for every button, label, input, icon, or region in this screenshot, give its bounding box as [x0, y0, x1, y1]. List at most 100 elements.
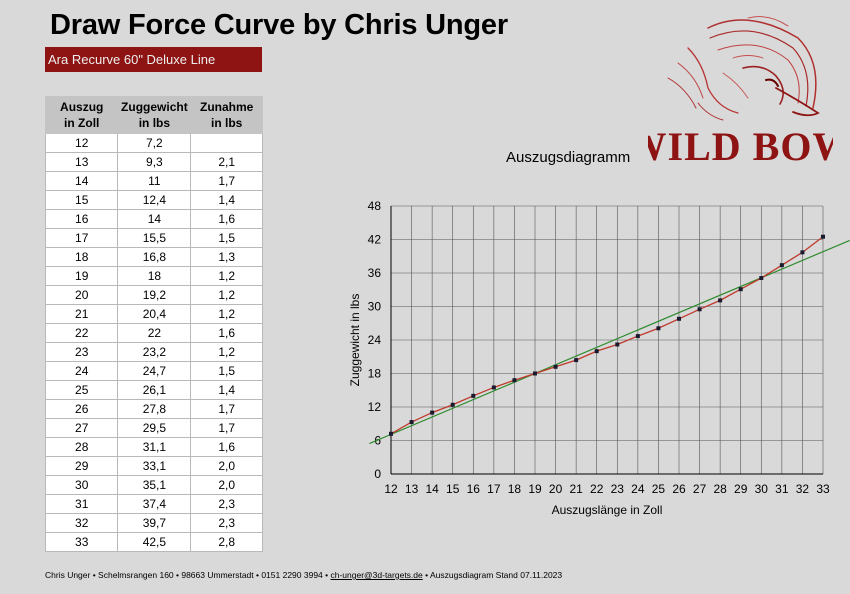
x-tick-label: 15: [446, 482, 460, 496]
x-tick-label: 33: [816, 482, 830, 496]
cell-increase: 1,6: [190, 323, 263, 343]
data-point: [779, 263, 784, 268]
cell-draw-length: 21: [44, 304, 119, 324]
cell-draw-length: 27: [44, 418, 119, 438]
cell-draw-weight: 14: [117, 209, 192, 229]
eagle-head-sketch: [667, 16, 820, 121]
cell-draw-length: 29: [44, 456, 119, 476]
x-tick-label: 12: [384, 482, 398, 496]
x-tick-label: 25: [652, 482, 666, 496]
table-row: 22 22 1,6: [44, 323, 263, 343]
cell-increase: 1,7: [190, 399, 263, 419]
data-point: [512, 378, 517, 383]
y-tick-label: 42: [368, 233, 382, 247]
cell-draw-length: 31: [44, 494, 119, 514]
table-row: 25 26,1 1,4: [44, 380, 263, 400]
cell-draw-length: 17: [44, 228, 119, 248]
table-row: 18 16,8 1,3: [44, 247, 263, 267]
cell-draw-length: 23: [44, 342, 119, 362]
cell-increase: 1,6: [190, 209, 263, 229]
x-tick-label: 20: [549, 482, 563, 496]
cell-increase: 1,4: [190, 380, 263, 400]
x-tick-label: 29: [734, 482, 748, 496]
y-tick-label: 12: [368, 400, 382, 414]
x-tick-label: 31: [775, 482, 789, 496]
cell-increase: 1,6: [190, 437, 263, 457]
data-point: [430, 410, 435, 415]
footer-contact: Chris Unger • Schelmsrangen 160 • 98663 …: [45, 570, 331, 580]
x-tick-label: 16: [467, 482, 481, 496]
cell-draw-weight: 20,4: [117, 304, 192, 324]
table-row: 23 23,2 1,2: [44, 342, 263, 362]
bow-model-banner: Ara Recurve 60" Deluxe Line: [45, 47, 262, 72]
cell-draw-length: 12: [44, 133, 119, 153]
y-tick-label: 30: [368, 300, 382, 314]
data-point: [635, 334, 640, 339]
cell-draw-weight: 23,2: [117, 342, 192, 362]
data-point: [677, 316, 681, 321]
x-tick-label: 28: [713, 482, 727, 496]
data-point: [821, 234, 825, 239]
table-row: 20 19,2 1,2: [44, 285, 263, 305]
cell-increase: 2,3: [190, 494, 263, 514]
x-tick-label: 21: [569, 482, 583, 496]
x-tick-label: 19: [528, 482, 542, 496]
cell-draw-weight: 37,4: [117, 494, 192, 514]
data-point: [718, 298, 723, 303]
data-point: [409, 420, 414, 425]
table-row: 24 24,7 1,5: [44, 361, 263, 381]
table-row: 26 27,8 1,7: [44, 399, 263, 419]
wild-bow-logo: WILD BOW: [648, 16, 833, 168]
header-increase: Zunahme in lbs: [190, 96, 263, 134]
table-row: 32 39,7 2,3: [44, 513, 263, 533]
x-tick-label: 23: [611, 482, 625, 496]
cell-draw-length: 19: [44, 266, 119, 286]
x-tick-label: 26: [672, 482, 686, 496]
logo-wordmark: WILD BOW: [648, 124, 833, 168]
footer-date: • Auszugsdiagram Stand 07.11.2023: [422, 570, 563, 580]
table-row: 33 42,5 2,8: [44, 532, 263, 552]
series-line: [390, 236, 824, 435]
table-row: 16 14 1,6: [44, 209, 263, 229]
cell-draw-length: 24: [44, 361, 119, 381]
x-tick-labels: 12 13 14 15 16 17 18 19 20 21 22 23 24 25 26 27 28 29 30 31…: [384, 482, 830, 496]
draw-weight-table: Auszug in Zoll Zuggewicht in lbs Zunahme in…: [44, 96, 263, 552]
table-row: 31 37,4 2,3: [44, 494, 263, 514]
cell-increase: 1,7: [190, 171, 263, 191]
table-row: 12 7,2: [44, 133, 263, 153]
page-title: Draw Force Curve by Chris Unger: [50, 9, 508, 41]
data-point: [800, 250, 805, 255]
cell-draw-weight: 31,1: [117, 437, 192, 457]
cell-increase: 2,8: [190, 532, 263, 552]
cell-increase: 1,3: [190, 247, 263, 267]
cell-draw-length: 22: [44, 323, 119, 343]
data-markers: [389, 234, 825, 436]
cell-draw-length: 13: [44, 152, 119, 172]
x-tick-label: 32: [796, 482, 810, 496]
cell-draw-length: 26: [44, 399, 119, 419]
table-row: 21 20,4 1,2: [44, 304, 263, 324]
header-draw-weight: Zuggewicht in lbs: [117, 96, 192, 134]
data-point: [553, 364, 558, 369]
cell-increase: 2,0: [190, 456, 263, 476]
y-axis-label: Zuggewicht in lbs: [348, 294, 362, 387]
cell-draw-weight: 35,1: [117, 475, 192, 495]
cell-draw-length: 18: [44, 247, 119, 267]
cell-draw-length: 15: [44, 190, 119, 210]
footer-email-link[interactable]: ch-unger@3d-targets.de: [330, 570, 423, 580]
cell-draw-length: 14: [44, 171, 119, 191]
cell-draw-weight: 22: [117, 323, 192, 343]
table-row: 14 11 1,7: [44, 171, 263, 191]
x-tick-label: 13: [405, 482, 419, 496]
data-point: [615, 342, 620, 347]
cell-draw-weight: 33,1: [117, 456, 192, 476]
cell-draw-weight: 29,5: [117, 418, 192, 438]
axes: [390, 206, 823, 475]
draw-force-chart: 12 13 14 15 16 17 18 19 20 21 22 23 24 25 26 27 28 29 30 31…: [348, 199, 850, 517]
cell-draw-weight: 39,7: [117, 513, 192, 533]
data-point: [594, 349, 599, 354]
cell-draw-weight: 7,2: [117, 133, 192, 153]
data-point: [533, 371, 537, 376]
cell-draw-weight: 42,5: [117, 532, 192, 552]
cell-draw-weight: 12,4: [117, 190, 192, 210]
